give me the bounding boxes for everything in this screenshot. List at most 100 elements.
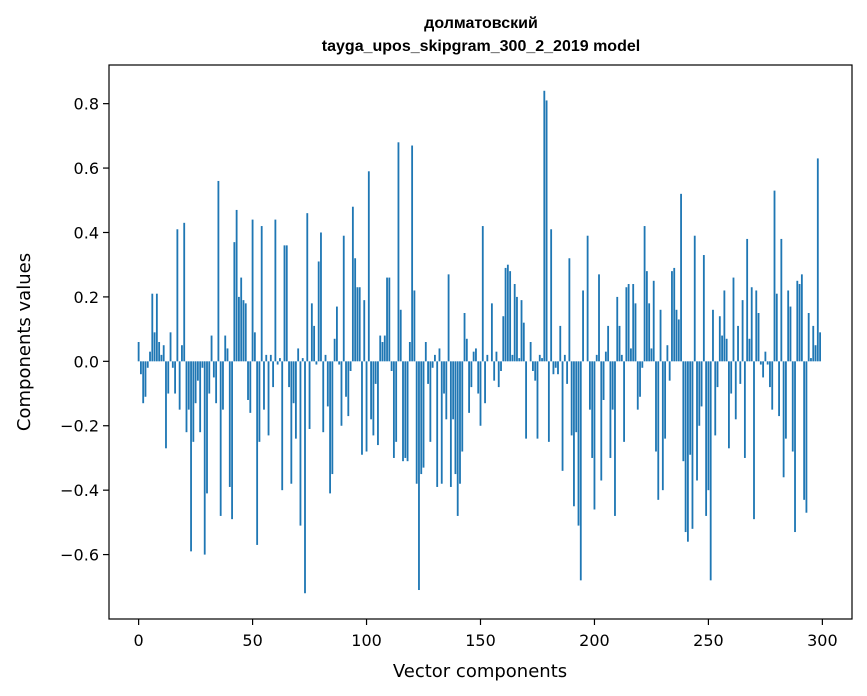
- bar: [203, 361, 206, 555]
- bar: [693, 235, 696, 362]
- chart-title-line2: tayga_upos_skipgram_300_2_2019 model: [322, 38, 640, 55]
- bar: [392, 361, 395, 458]
- bar: [780, 238, 783, 362]
- bar: [586, 235, 589, 362]
- bar: [167, 361, 170, 394]
- bar: [807, 313, 810, 362]
- bar: [404, 361, 407, 458]
- bar: [509, 271, 512, 362]
- bar: [714, 361, 717, 436]
- bar: [379, 335, 382, 362]
- bar: [418, 361, 420, 591]
- bar: [481, 226, 484, 362]
- bar: [176, 229, 179, 362]
- bar: [310, 303, 313, 362]
- bar: [791, 361, 794, 452]
- y-tick-label: 0.4: [74, 223, 99, 242]
- chart-title-line1: долматовский: [424, 15, 538, 32]
- bar: [570, 361, 573, 436]
- bar: [169, 332, 172, 362]
- bar: [718, 316, 721, 362]
- bar: [598, 274, 600, 362]
- bar: [472, 351, 475, 362]
- bar: [340, 361, 343, 426]
- y-tick-label: 0.0: [74, 352, 99, 371]
- bar: [468, 361, 471, 413]
- bar: [438, 348, 441, 362]
- bar: [816, 158, 819, 362]
- bar: [504, 267, 507, 362]
- bar: [297, 348, 300, 362]
- bar: [561, 361, 564, 471]
- bar: [636, 361, 639, 410]
- bar: [192, 361, 195, 442]
- bar: [292, 361, 295, 404]
- bar: [668, 361, 671, 381]
- bar: [520, 300, 523, 362]
- bar: [140, 361, 142, 375]
- bar: [315, 361, 318, 365]
- bar: [345, 361, 347, 397]
- bar: [675, 309, 678, 362]
- bar: [766, 361, 769, 365]
- bar: [593, 361, 596, 510]
- bar: [276, 361, 279, 365]
- y-axis-ticks: −0.6 −0.4 −0.2 0.0 0.2 0.4 0.6 0.8: [60, 95, 109, 565]
- bar: [151, 293, 154, 362]
- bar: [582, 290, 584, 362]
- bar: [342, 235, 345, 362]
- bar: [545, 100, 548, 362]
- bar: [595, 354, 598, 362]
- bar: [625, 287, 628, 362]
- bar: [411, 145, 414, 362]
- bar: [652, 280, 655, 362]
- bar: [732, 277, 735, 362]
- bar: [753, 361, 755, 520]
- bar: [347, 361, 350, 417]
- bar: [383, 335, 386, 362]
- bar: [532, 361, 534, 371]
- bar: [664, 361, 667, 439]
- y-tick-label: 0.2: [74, 288, 99, 307]
- bar: [174, 361, 176, 394]
- bar: [750, 287, 753, 362]
- bar: [406, 361, 409, 462]
- bar: [495, 351, 498, 362]
- bar: [627, 284, 630, 362]
- bar: [800, 274, 803, 362]
- bar: [233, 242, 236, 362]
- bar: [775, 293, 778, 362]
- bar: [557, 361, 559, 375]
- bar: [552, 361, 555, 375]
- bar: [190, 361, 192, 552]
- bar: [222, 361, 224, 410]
- bar: [194, 361, 197, 404]
- bar: [529, 342, 532, 362]
- bar: [513, 284, 516, 362]
- bar: [336, 306, 338, 362]
- bar: [511, 354, 514, 362]
- bar: [588, 361, 591, 410]
- bar: [600, 361, 603, 481]
- bar: [757, 313, 760, 362]
- bar: [408, 342, 411, 362]
- bar: [142, 361, 145, 404]
- bar: [702, 255, 705, 362]
- bar: [274, 219, 277, 362]
- bar: [445, 361, 448, 420]
- bar: [723, 290, 726, 362]
- bar: [367, 171, 370, 362]
- bar: [354, 258, 357, 362]
- bar: [377, 361, 379, 446]
- bar: [196, 361, 199, 381]
- bar: [591, 361, 594, 458]
- bar: [358, 287, 361, 362]
- bar: [258, 361, 261, 442]
- bar: [322, 361, 325, 433]
- bar: [413, 290, 416, 362]
- bar: [386, 277, 388, 362]
- bar: [187, 361, 190, 410]
- bar: [434, 354, 436, 362]
- bar: [212, 361, 215, 378]
